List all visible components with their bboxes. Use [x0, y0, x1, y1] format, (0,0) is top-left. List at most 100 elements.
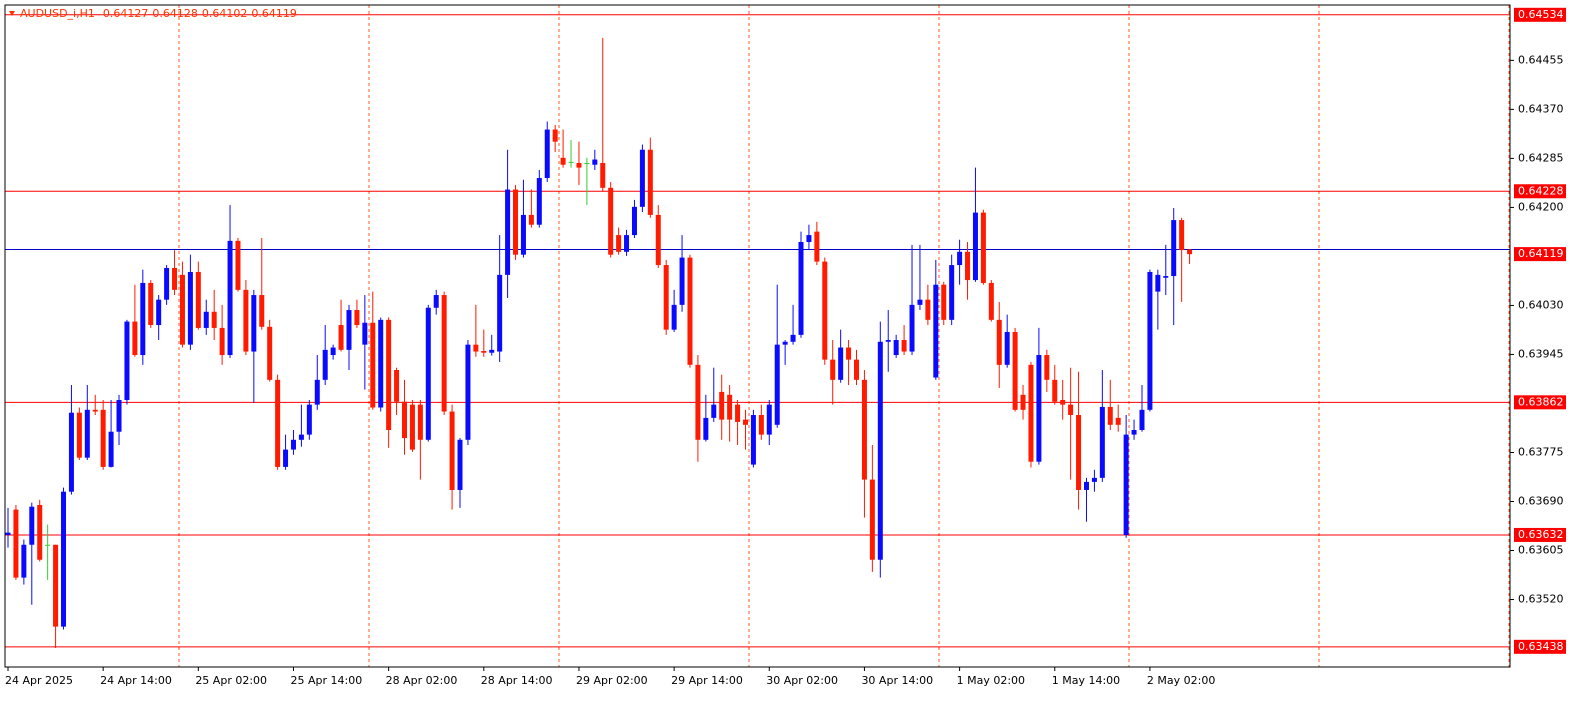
candle-body — [957, 251, 963, 266]
candle-body — [132, 321, 138, 356]
candle-body — [243, 289, 249, 352]
candle-body — [108, 431, 114, 467]
candle-body — [838, 347, 844, 380]
x-tick-label: 1 May 02:00 — [957, 674, 1025, 687]
level-label: 0.64228 — [1518, 184, 1564, 197]
candle-body — [402, 401, 407, 439]
candle-body — [925, 299, 931, 320]
candle-body — [830, 359, 836, 380]
candle-body — [267, 326, 273, 380]
candle-body — [885, 340, 891, 342]
candle-body — [790, 334, 796, 342]
candle-body — [687, 257, 693, 365]
level-label: 0.63632 — [1518, 528, 1564, 541]
candle-body — [322, 349, 328, 380]
candle-body — [917, 299, 923, 305]
candle-body — [425, 307, 431, 440]
level-label: 0.63438 — [1518, 640, 1564, 653]
x-tick-label: 30 Apr 14:00 — [861, 674, 933, 687]
candle-body — [798, 242, 804, 335]
candle-body — [1163, 276, 1169, 278]
candle-body — [275, 379, 281, 467]
y-tick-label: 0.63945 — [1518, 347, 1564, 360]
candle-body — [624, 235, 630, 252]
candle-body — [417, 404, 423, 440]
candle-body — [21, 544, 27, 578]
candle-body — [92, 409, 98, 412]
candle-body — [711, 404, 717, 418]
candle-body — [1099, 406, 1105, 478]
candle-body — [172, 267, 178, 290]
last-low: 0.64102 — [202, 7, 248, 20]
candle-body — [536, 177, 542, 225]
y-tick-label: 0.63605 — [1518, 544, 1564, 557]
candle-body — [465, 344, 471, 440]
x-tick-label: 29 Apr 02:00 — [576, 674, 648, 687]
candle-body — [869, 479, 875, 560]
candle-body — [703, 417, 709, 440]
candle-body — [544, 129, 550, 178]
candle-body — [362, 322, 368, 345]
candle-body — [1012, 331, 1018, 410]
axis-layer: 0.64455 0.64370 0.64285 0.64200 0.64030 0.639… — [5, 7, 1566, 687]
candle-body — [1171, 220, 1177, 277]
candle-body — [1091, 477, 1097, 482]
x-tick-label: 24 Apr 2025 — [5, 674, 73, 687]
candle-body — [846, 347, 852, 360]
candle-body — [758, 415, 764, 435]
candle-body — [1044, 355, 1050, 380]
price-label-box — [1514, 247, 1566, 262]
candle-body — [203, 311, 209, 328]
last-high: 0.64128 — [152, 7, 198, 20]
y-tick-label: 0.64285 — [1518, 151, 1564, 164]
candle-body — [750, 415, 756, 465]
candle-body — [219, 327, 225, 356]
candle-body — [1187, 249, 1193, 255]
candle-body — [394, 370, 400, 402]
candle-body — [854, 359, 860, 380]
candle-body — [298, 434, 304, 440]
level-label-box — [1514, 639, 1566, 654]
candle-body — [742, 419, 748, 425]
candle-body — [727, 394, 733, 420]
candle-body — [338, 325, 344, 350]
candle-body — [156, 299, 162, 326]
menu-arrow — [9, 11, 15, 16]
level-label-box — [1514, 7, 1566, 22]
x-tick-label: 2 May 02:00 — [1147, 674, 1215, 687]
candle-body — [980, 212, 986, 283]
candle-body — [124, 321, 130, 401]
x-tick-label: 24 Apr 14:00 — [100, 674, 172, 687]
candle-body — [386, 319, 392, 430]
x-tick-label: 28 Apr 14:00 — [481, 674, 553, 687]
candle-body — [806, 235, 812, 243]
candle-body — [473, 344, 479, 352]
candle-body — [576, 163, 582, 168]
candle-body — [13, 509, 19, 578]
candle-body — [988, 282, 994, 320]
level-label-box — [1514, 527, 1566, 542]
candle-body — [61, 491, 67, 627]
candle-body — [1131, 429, 1137, 435]
candle-body — [227, 240, 233, 356]
candle-body — [378, 319, 384, 408]
candle-body — [211, 311, 217, 328]
candle-body — [774, 344, 780, 425]
x-tick-label: 29 Apr 14:00 — [671, 674, 743, 687]
candle-body — [53, 544, 59, 627]
candle-body — [441, 295, 447, 412]
candle-body — [37, 504, 43, 560]
candle-body — [5, 532, 11, 535]
candle-body — [671, 304, 677, 330]
candle-body — [449, 411, 455, 490]
candle-body — [179, 274, 185, 345]
candle-body — [29, 506, 35, 545]
candle-body — [901, 340, 907, 352]
symbol: AUDUSD_i,H1 — [20, 7, 95, 20]
candle-body — [497, 274, 503, 352]
candle-body — [1123, 434, 1129, 535]
candle-body — [893, 340, 899, 356]
x-tick-label: 25 Apr 02:00 — [195, 674, 267, 687]
level-label: 0.63862 — [1518, 395, 1564, 408]
